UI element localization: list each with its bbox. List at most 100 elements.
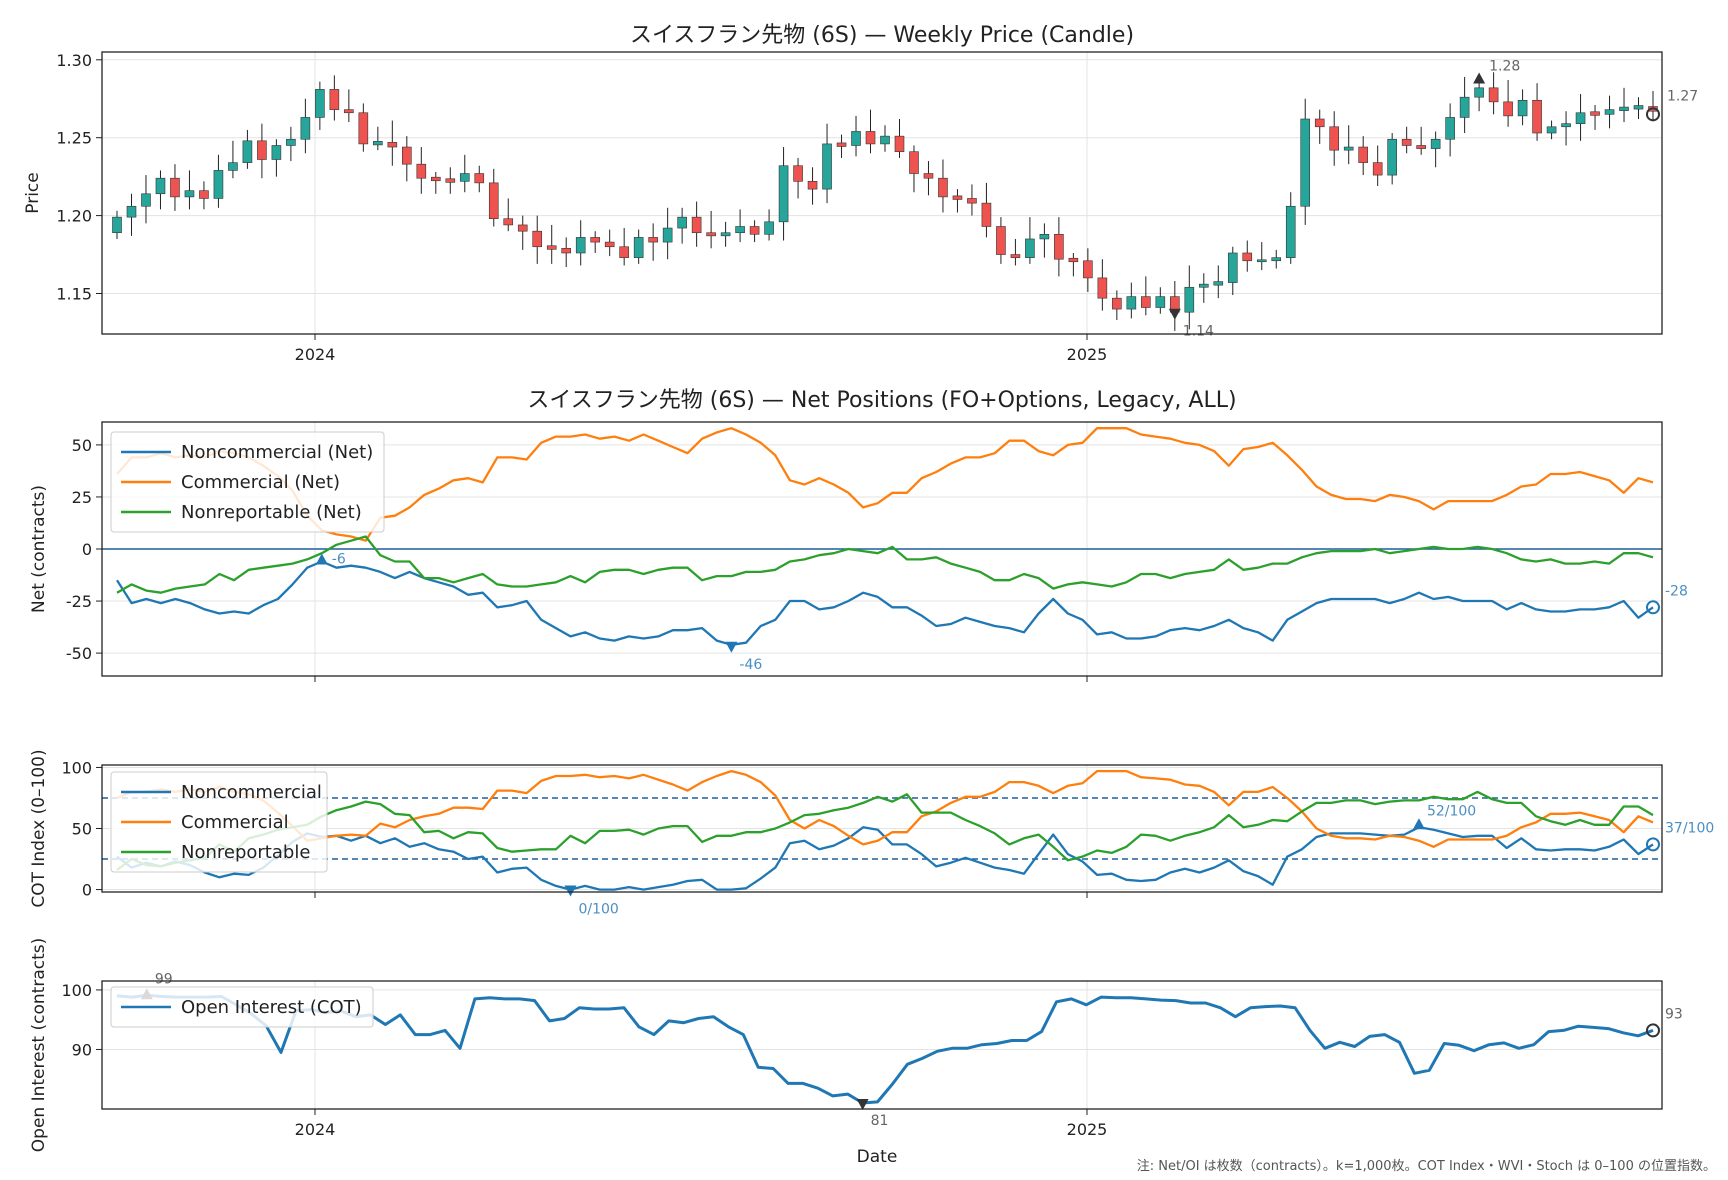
panel-cot: 52/100 0/100 37/100 0 50 100 Noncommercial Co… (29, 749, 1714, 917)
candle-down-body (749, 226, 760, 235)
legend-label: Noncommercial (Net) (181, 442, 373, 463)
candle (1517, 89, 1528, 126)
candle (199, 181, 209, 210)
candle (1619, 87, 1629, 123)
candle-down-body (1372, 162, 1383, 176)
plot-frame (101, 980, 1663, 1110)
candle-up-body (271, 145, 282, 160)
candle (1126, 282, 1137, 319)
candle-up-body (126, 205, 137, 218)
candle (1387, 133, 1397, 185)
y-tick-label: 1.30 (56, 51, 92, 70)
candle-down-body (344, 109, 354, 114)
candle (1083, 248, 1093, 292)
y-tick-label: 1.20 (56, 207, 92, 226)
candle-down-body (1010, 254, 1021, 258)
candle-down-body (894, 135, 905, 153)
candle (720, 221, 731, 247)
candle-up-body (213, 170, 224, 199)
candle (923, 161, 934, 196)
x-tick-label: 2024 (295, 1120, 336, 1139)
legend-box (110, 431, 385, 533)
candle-down-body (416, 163, 427, 179)
candle-up-body (1126, 296, 1137, 310)
candle (430, 171, 441, 194)
candle (561, 237, 572, 268)
candle (1633, 97, 1644, 119)
candle (981, 182, 992, 238)
candle-up-body (1546, 126, 1557, 134)
candle-down-body (488, 182, 499, 220)
y-tick-label: -25 (66, 592, 92, 611)
candle (793, 157, 803, 199)
candle (459, 154, 470, 193)
candle-down-body (938, 177, 948, 198)
y-tick-label: -50 (66, 644, 92, 663)
candle-down-body (836, 142, 847, 147)
max-marker (1473, 72, 1486, 84)
candle (1213, 265, 1224, 299)
candle-down-body (1083, 260, 1093, 279)
candle-up-body (851, 131, 861, 146)
candle-down-body (1532, 99, 1542, 134)
candle (1372, 145, 1383, 186)
legend-label: Nonreportable (Net) (181, 502, 362, 523)
candle-up-body (1213, 281, 1224, 286)
candle (1561, 111, 1571, 146)
candle-up-body (155, 177, 166, 195)
candle-up-body (1619, 106, 1629, 111)
candle (1227, 246, 1238, 296)
min-label: 0/100 (578, 902, 618, 918)
candle-down-body (1054, 233, 1064, 260)
net-legend: Noncommercial (Net) Commercial (Net) Nonre… (110, 431, 385, 533)
candle-down-body (909, 151, 919, 174)
candle-up-body (112, 216, 122, 234)
candle (474, 165, 485, 193)
candle-down-body (981, 202, 992, 227)
candle-down-body (1590, 111, 1600, 116)
candle-up-body (315, 89, 325, 118)
candle-up-body (1227, 252, 1238, 283)
candle-down-body (1358, 146, 1368, 163)
candle-down-body (807, 181, 818, 190)
candle (648, 223, 658, 261)
candle (1170, 281, 1180, 331)
candle (938, 159, 948, 213)
candle (170, 164, 180, 211)
candle (778, 147, 789, 241)
y-tick-label: 50 (72, 436, 92, 455)
net-chart-title: スイスフラン先物 (6S) — Net Positions (FO+Option… (527, 388, 1236, 413)
candle (155, 170, 166, 210)
commercial-index-line (116, 769, 1654, 848)
candle (836, 134, 847, 158)
candle (1532, 83, 1542, 141)
candle (691, 201, 702, 247)
legend-label: Open Interest (COT) (181, 997, 362, 1018)
candle-down-body (546, 245, 557, 250)
candle-down-body (1097, 277, 1108, 299)
candle (228, 140, 238, 179)
min-marker (564, 885, 577, 897)
candle-down-body (474, 173, 485, 184)
min-marker (725, 641, 738, 653)
candle-up-body (1517, 99, 1528, 117)
candle (1488, 72, 1499, 115)
candle (242, 129, 253, 169)
candle-up-body (1604, 109, 1615, 115)
candle (1285, 192, 1296, 264)
candle-down-body (706, 232, 716, 237)
min-marker (856, 1099, 869, 1111)
candle (1097, 259, 1108, 311)
candle (1474, 78, 1484, 112)
last-label: -28 (1665, 583, 1688, 599)
candle-down-body (257, 140, 267, 160)
candle (112, 210, 122, 239)
candle (909, 145, 919, 193)
min-label: -46 (739, 657, 762, 673)
candle (1198, 273, 1209, 303)
candle (257, 123, 267, 179)
legend-box (110, 986, 374, 1028)
nonreportable-index-line (116, 790, 1654, 871)
plot-frame (101, 421, 1663, 677)
candle (1503, 80, 1513, 127)
